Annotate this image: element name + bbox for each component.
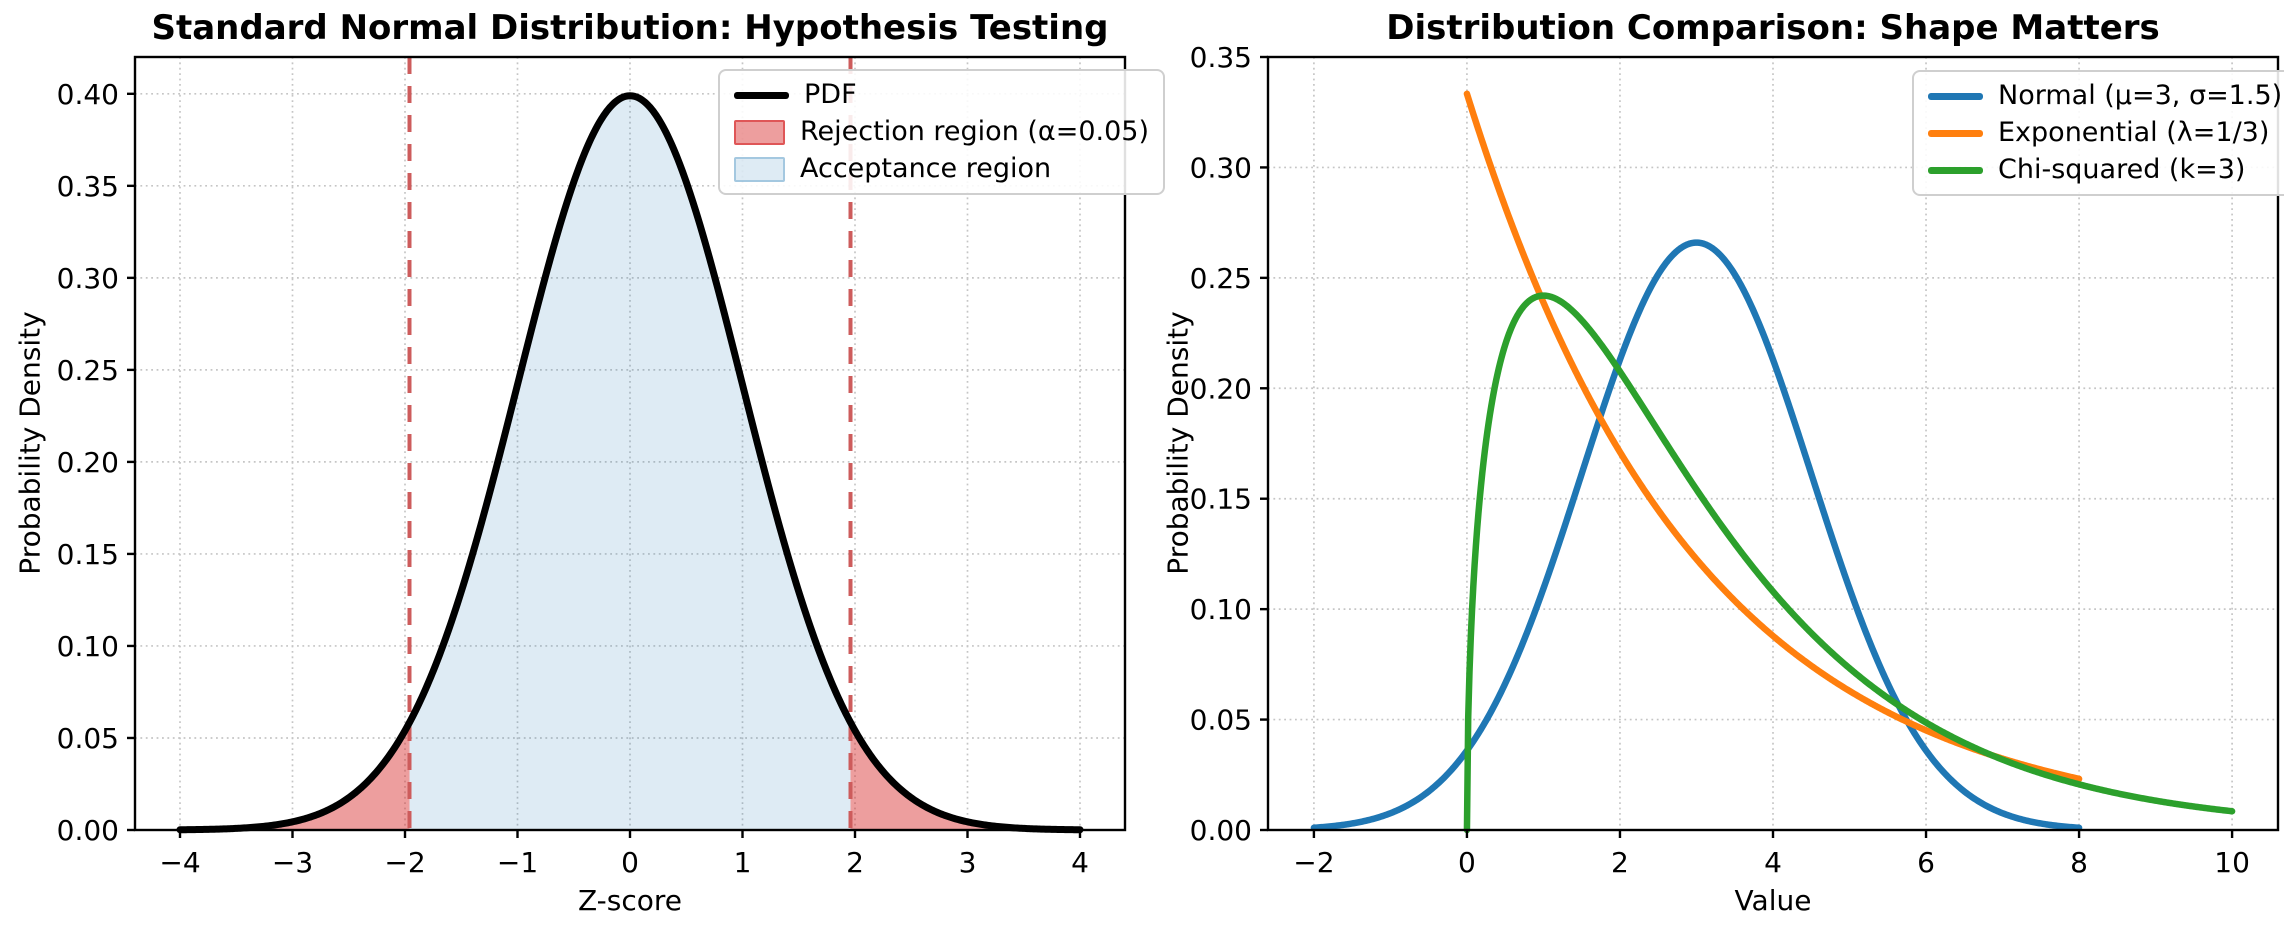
x-tick-label: 3 [959, 846, 977, 879]
legend-line-swatch-icon [1928, 92, 1983, 100]
x-tick-label: 2 [846, 846, 864, 879]
right-y-axis-label: Probability Density [1161, 311, 1195, 575]
x-tick-label: −4 [159, 846, 200, 879]
left-chart-plot: −4 −3 −2 −1 0 1 2 3 4 0.00 0.05 0.10 0.15 0.20 0.25 0.3… [57, 55, 1127, 879]
y-tick-label: 0.30 [1190, 151, 1252, 184]
rejection-region-fill [180, 722, 410, 830]
x-tick-label: 8 [2070, 846, 2088, 879]
legend-item-label: Chi-squared (k=3) [1998, 154, 2246, 185]
x-tick-label: −3 [272, 846, 313, 879]
legend-item-label: Rejection region (α=0.05) [800, 116, 1149, 147]
x-tick-label: 10 [2214, 846, 2250, 879]
y-tick-label: 0.05 [57, 722, 119, 755]
right-chart-plot: −2 0 2 4 6 8 10 0.00 0.05 0.10 0.15 0.20 0.25 0.30 0.3… [1190, 41, 2280, 879]
y-tick-label: 0.20 [1190, 372, 1252, 405]
legend-line-swatch-icon [734, 91, 789, 99]
legend-item-label: Exponential (λ=1/3) [1998, 117, 2270, 148]
left-chart-legend: PDF Rejection region (α=0.05) Acceptance r… [718, 69, 1165, 195]
x-tick-label: 4 [1764, 846, 1782, 879]
normal-curve [1310, 239, 2083, 831]
y-tick-label: 0.10 [1190, 593, 1252, 626]
rejection-region-fill [850, 722, 1080, 830]
y-tick-label: 0.00 [57, 814, 119, 847]
acceptance-region-fill [409, 95, 851, 830]
legend-patch-swatch-icon [734, 119, 785, 145]
normal-curve [176, 92, 1084, 834]
legend-item-label: PDF [804, 79, 857, 110]
y-tick-label: 0.15 [1190, 483, 1252, 516]
x-tick-label: 0 [1458, 846, 1476, 879]
legend-item: Normal (μ=3, σ=1.5) [1928, 79, 2282, 113]
right-chart-title: Distribution Comparison: Shape Matters [1386, 8, 2160, 48]
y-tick-label: 0.00 [1190, 814, 1252, 847]
legend-line-swatch-icon [1928, 129, 1983, 137]
left-y-axis-label: Probability Density [13, 311, 47, 575]
y-tick-label: 0.30 [57, 262, 119, 295]
y-tick-label: 0.05 [1190, 704, 1252, 737]
right-x-axis-label: Value [1734, 884, 1812, 917]
y-tick-label: 0.25 [1190, 262, 1252, 295]
x-tick-label: 0 [621, 846, 639, 879]
tick-layer: −4 −3 −2 −1 0 1 2 3 4 0.00 0.05 0.10 0.15 0.20 0.25 0.3… [57, 78, 1089, 879]
y-tick-label: 0.20 [57, 446, 119, 479]
y-tick-label: 0.25 [57, 354, 119, 387]
x-tick-label: 6 [1917, 846, 1935, 879]
x-tick-label: 2 [1611, 846, 1629, 879]
left-chart-title: Standard Normal Distribution: Hypothesis… [151, 8, 1109, 48]
y-tick-label: 0.35 [57, 170, 119, 203]
legend-line-swatch-icon [1928, 166, 1983, 174]
legend-item: PDF [734, 78, 1149, 112]
x-tick-label: 1 [734, 846, 752, 879]
x-tick-label: −2 [384, 846, 425, 879]
x-tick-label: 4 [1071, 846, 1089, 879]
right-chart-legend: Normal (μ=3, σ=1.5) Exponential (λ=1/3) Ch… [1912, 70, 2284, 196]
legend-item: Rejection region (α=0.05) [734, 115, 1149, 149]
legend-item-label: Acceptance region [800, 153, 1052, 184]
y-tick-label: 0.35 [1190, 41, 1252, 74]
legend-item: Chi-squared (k=3) [1928, 153, 2282, 187]
x-tick-label: −2 [1293, 846, 1334, 879]
y-tick-label: 0.40 [57, 78, 119, 111]
chi-squared-curve [1463, 292, 2236, 834]
tick-layer: −2 0 2 4 6 8 10 0.00 0.05 0.10 0.15 0.20 0.25 0.30 0.3… [1190, 41, 2250, 879]
legend-item: Acceptance region [734, 152, 1149, 186]
y-tick-label: 0.10 [57, 630, 119, 663]
legend-patch-swatch-icon [734, 156, 785, 182]
legend-item-label: Normal (μ=3, σ=1.5) [1998, 80, 2283, 111]
grid-layer [135, 57, 1125, 831]
left-x-axis-label: Z-score [577, 884, 683, 917]
y-tick-label: 0.15 [57, 538, 119, 571]
legend-item: Exponential (λ=1/3) [1928, 116, 2282, 150]
x-tick-label: −1 [497, 846, 538, 879]
